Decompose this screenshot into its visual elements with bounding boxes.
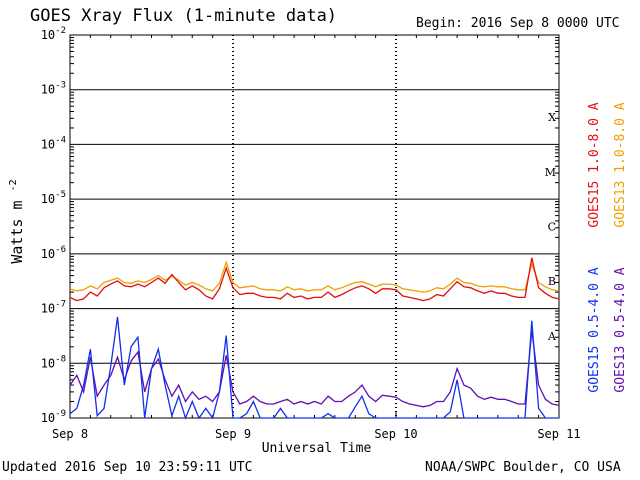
flare-class-label: X bbox=[548, 111, 556, 124]
flare-class-label: M bbox=[545, 166, 556, 179]
updated-timestamp: Updated 2016 Sep 10 23:59:11 UTC bbox=[2, 460, 253, 475]
y-tick-label: 10-5 bbox=[41, 190, 66, 206]
y-tick-label: 10-9 bbox=[41, 409, 66, 425]
x-tick-label: Sep 11 bbox=[537, 427, 580, 441]
y-tick-label: 10-4 bbox=[41, 135, 66, 151]
legend-entry: GOES13 0.5-4.0 A bbox=[613, 267, 628, 392]
credit-line: NOAA/SWPC Boulder, CO USA bbox=[425, 460, 621, 475]
y-tick-label: 10-2 bbox=[41, 26, 66, 42]
y-axis-title: Watts m -2 bbox=[8, 179, 26, 263]
flare-class-label: C bbox=[548, 221, 556, 234]
y-tick-label: 10-3 bbox=[41, 81, 66, 97]
x-tick-label: Sep 9 bbox=[215, 427, 251, 441]
legend-entry: GOES15 0.5-4.0 A bbox=[587, 267, 602, 392]
begin-time: Begin: 2016 Sep 8 0000 UTC bbox=[416, 16, 620, 31]
flare-class-label: A bbox=[547, 330, 557, 343]
x-axis-title: Universal Time bbox=[262, 441, 372, 456]
legend-entry: GOES13 1.0-8.0 A bbox=[613, 102, 628, 227]
y-tick-label: 10-6 bbox=[41, 245, 66, 261]
x-tick-label: Sep 8 bbox=[52, 427, 88, 441]
flare-class-label: B bbox=[548, 275, 556, 288]
series-line bbox=[69, 257, 560, 302]
plot-frame bbox=[69, 34, 560, 419]
y-tick-label: 10-8 bbox=[41, 354, 66, 370]
chart-title: GOES Xray Flux (1-minute data) bbox=[30, 6, 338, 26]
series-line bbox=[69, 316, 559, 420]
y-tick-label: 10-7 bbox=[41, 300, 66, 316]
legend-entry: GOES15 1.0-8.0 A bbox=[587, 102, 602, 227]
x-tick-label: Sep 10 bbox=[374, 427, 417, 441]
series-line bbox=[69, 260, 560, 293]
